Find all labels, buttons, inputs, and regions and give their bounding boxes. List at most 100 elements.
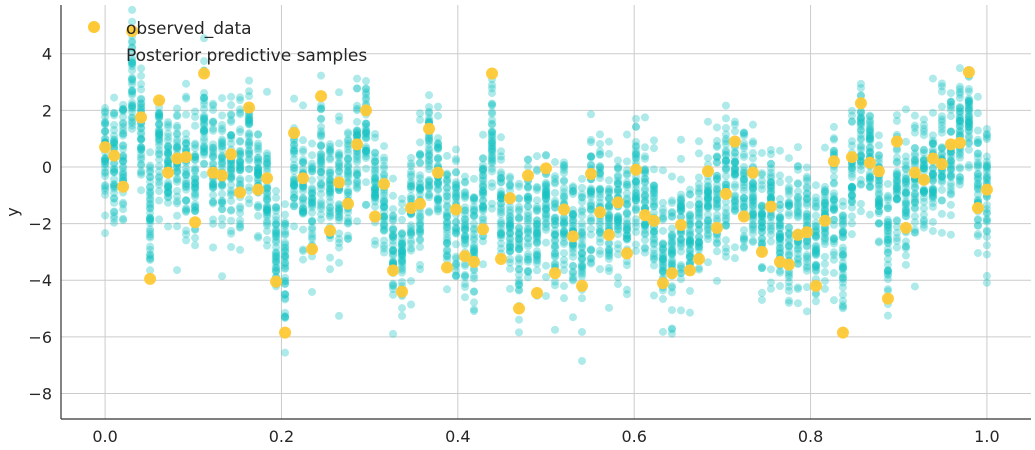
posterior-sample-point (362, 154, 371, 163)
posterior-sample-point (362, 88, 371, 97)
posterior-sample-point (326, 140, 335, 149)
posterior-sample-point (128, 118, 137, 127)
posterior-sample-point (389, 233, 398, 242)
posterior-sample-point (676, 268, 685, 277)
posterior-sample-point (479, 205, 488, 214)
posterior-sample-point (119, 104, 128, 113)
posterior-sample-point (811, 250, 820, 259)
posterior-sample-point (470, 202, 479, 211)
posterior-sample-point (164, 141, 173, 150)
posterior-sample-point (254, 202, 263, 211)
posterior-sample-point (299, 205, 308, 214)
posterior-sample-point (110, 140, 119, 149)
posterior-sample-point (245, 120, 254, 129)
posterior-sample-point (218, 142, 227, 151)
posterior-sample-point (955, 150, 964, 159)
posterior-sample-point (299, 196, 308, 205)
posterior-sample-point (407, 177, 416, 186)
posterior-sample-point (281, 220, 290, 229)
posterior-sample-point (937, 228, 946, 237)
posterior-sample-point (452, 224, 461, 233)
posterior-sample-point (416, 149, 425, 158)
posterior-sample-point (371, 157, 380, 166)
observed-point (881, 292, 894, 305)
posterior-sample-point (425, 144, 434, 153)
posterior-sample-point (164, 189, 173, 198)
posterior-sample-point (191, 202, 200, 211)
posterior-sample-point (622, 194, 631, 203)
posterior-sample-point (272, 266, 281, 275)
posterior-sample-point (667, 329, 676, 338)
posterior-sample-point (128, 124, 137, 133)
posterior-sample-point (362, 129, 371, 138)
posterior-sample-point (173, 146, 182, 155)
posterior-sample-point (128, 87, 137, 96)
posterior-sample-point (838, 278, 847, 287)
posterior-sample-point (793, 179, 802, 188)
posterior-sample-point (371, 129, 380, 138)
posterior-sample-point (308, 232, 317, 241)
observed-point (746, 166, 759, 179)
posterior-sample-point (380, 191, 389, 200)
posterior-sample-point (272, 249, 281, 258)
posterior-sample-point (209, 180, 218, 189)
posterior-sample-point (434, 195, 443, 204)
posterior-sample-point (497, 174, 506, 183)
posterior-sample-point (182, 176, 191, 185)
posterior-sample-point (694, 204, 703, 213)
observed-point (180, 151, 193, 164)
posterior-sample-point (649, 255, 658, 264)
posterior-sample-point (479, 176, 488, 185)
posterior-sample-point (506, 247, 515, 256)
posterior-sample-point (371, 194, 380, 203)
posterior-sample-point (101, 157, 110, 166)
posterior-sample-point (631, 203, 640, 212)
observed-point (144, 272, 157, 285)
posterior-sample-point (793, 299, 802, 308)
posterior-sample-point (191, 139, 200, 148)
posterior-sample-point (685, 219, 694, 228)
posterior-sample-point (254, 147, 263, 156)
posterior-sample-point (640, 154, 649, 163)
posterior-sample-point (335, 204, 344, 213)
posterior-sample-point (272, 226, 281, 235)
posterior-sample-point (586, 185, 595, 194)
posterior-sample-point (461, 221, 470, 230)
posterior-sample-point (577, 356, 586, 365)
posterior-sample-point (793, 283, 802, 292)
posterior-sample-point (101, 127, 110, 136)
posterior-sample-point (137, 143, 146, 152)
posterior-sample-point (281, 273, 290, 282)
observed-point (315, 90, 328, 103)
posterior-sample-point (425, 193, 434, 202)
posterior-sample-point (928, 145, 937, 154)
posterior-sample-point (712, 203, 721, 212)
posterior-sample-point (865, 116, 874, 125)
posterior-sample-point (497, 199, 506, 208)
posterior-sample-point (811, 181, 820, 190)
posterior-sample-point (470, 196, 479, 205)
posterior-sample-point (254, 153, 263, 162)
posterior-sample-point (371, 190, 380, 199)
observed-point (917, 173, 930, 186)
posterior-sample-point (515, 253, 524, 262)
posterior-sample-point (640, 113, 649, 122)
posterior-sample-point (488, 120, 497, 129)
posterior-sample-point (362, 126, 371, 135)
posterior-sample-point (155, 120, 164, 129)
y-tick-label: −2 (28, 215, 52, 234)
posterior-sample-point (344, 155, 353, 164)
posterior-sample-point (200, 160, 209, 169)
posterior-sample-point (119, 112, 128, 121)
observed-point (800, 226, 813, 239)
observed-point (198, 67, 211, 80)
posterior-sample-point (739, 199, 748, 208)
posterior-sample-point (694, 214, 703, 223)
posterior-sample-point (290, 161, 299, 170)
posterior-sample-point (119, 105, 128, 114)
posterior-sample-point (272, 232, 281, 241)
posterior-sample-point (398, 256, 407, 265)
posterior-sample-point (137, 128, 146, 137)
posterior-sample-point (488, 116, 497, 125)
posterior-sample-point (164, 187, 173, 196)
